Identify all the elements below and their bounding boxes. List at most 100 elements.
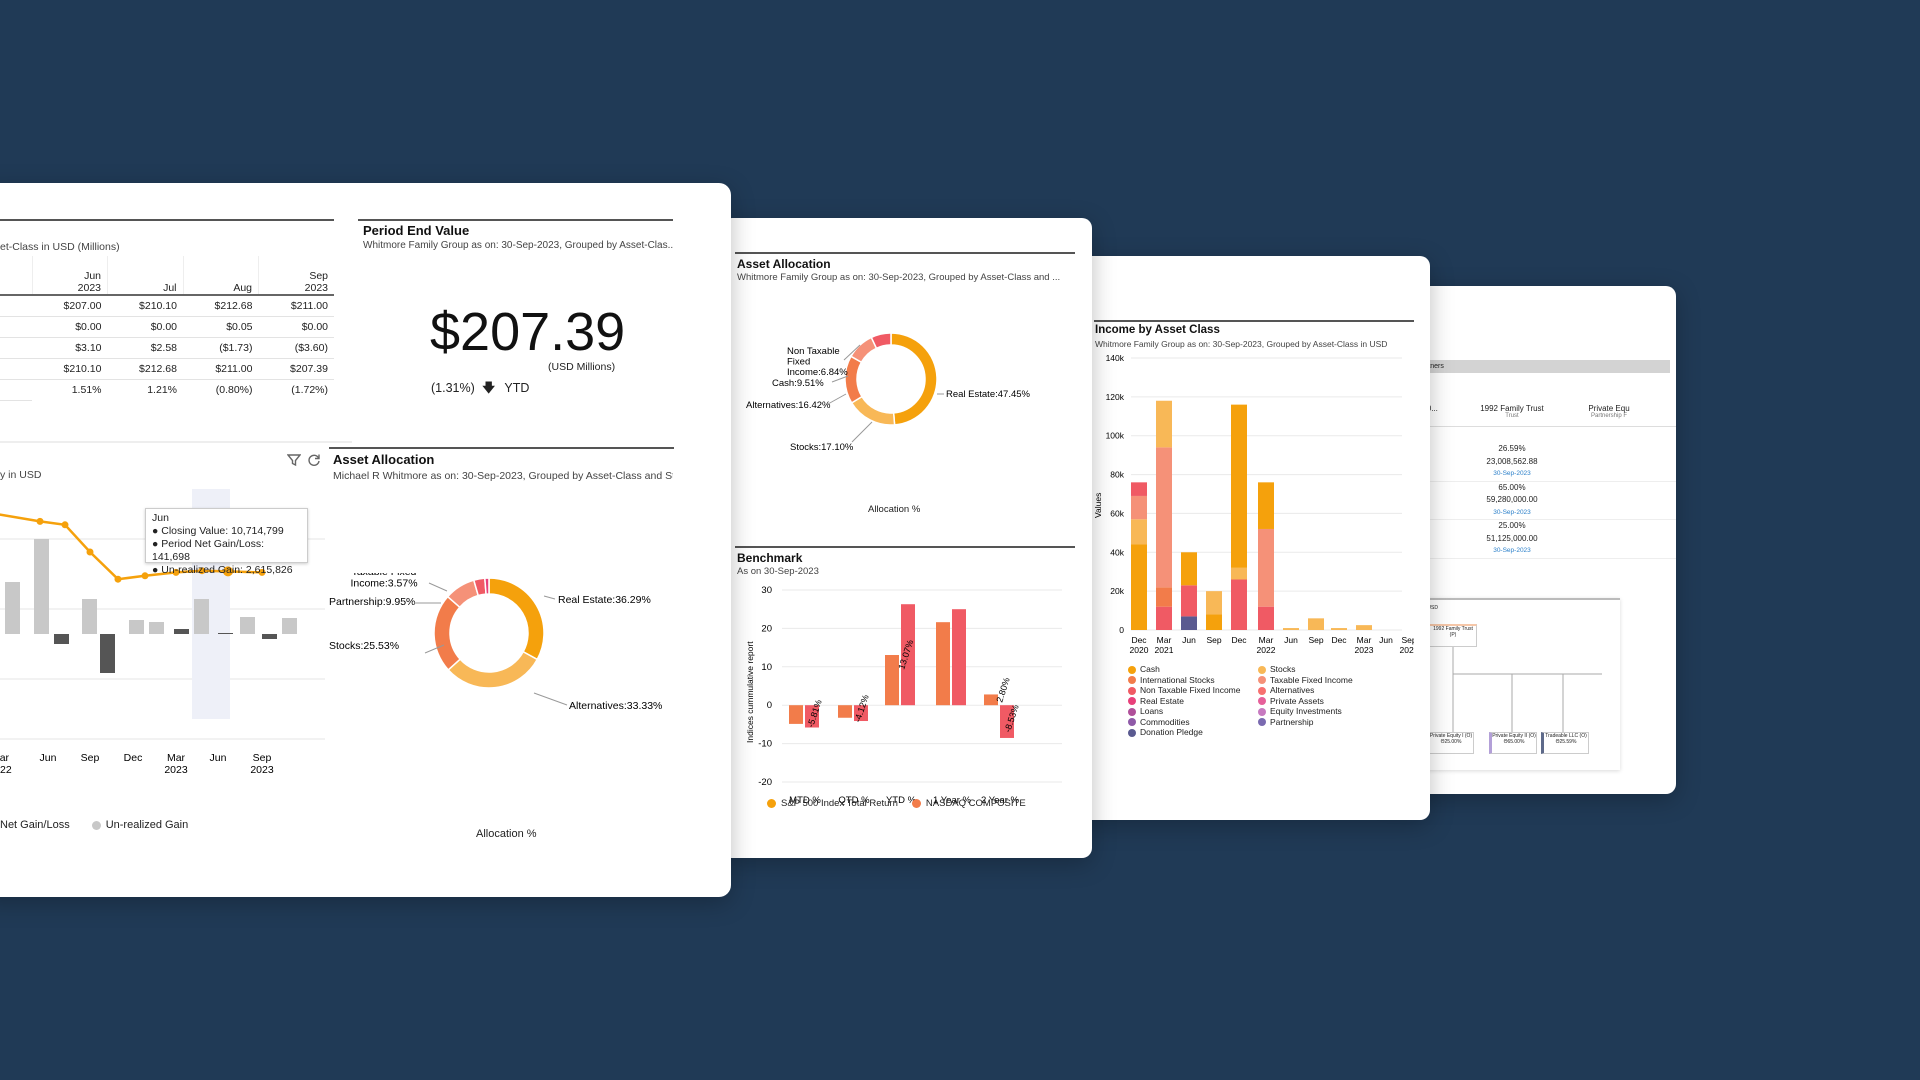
row-label bbox=[0, 379, 32, 401]
y-tick-label: 140k bbox=[1106, 353, 1125, 363]
x-tick-label: Sep bbox=[1308, 635, 1323, 645]
allocation1-title: Asset Allocation bbox=[333, 452, 435, 467]
table-row: $210.10 $212.68 $211.00 $207.39 bbox=[0, 358, 334, 380]
card-portfolio: et-Class in USD (Millions) Jun 2023 Jul Aug… bbox=[0, 183, 731, 897]
table-row: $0.00 $0.00 $0.05 $0.00 bbox=[0, 316, 334, 338]
history-bar bbox=[240, 617, 255, 634]
history-bar bbox=[34, 539, 49, 634]
y-tick-label: 20k bbox=[1110, 586, 1124, 596]
closing-value-point bbox=[86, 548, 94, 556]
legend-label: S&P 500 Index Total Return bbox=[781, 798, 898, 809]
income-bar-segment bbox=[1356, 625, 1372, 630]
partner-cell bbox=[1564, 545, 1654, 558]
legend-dot bbox=[1258, 718, 1266, 727]
refresh-icon[interactable] bbox=[307, 453, 321, 467]
legend-label: Cash bbox=[1140, 664, 1160, 674]
x-tick-label-year: 2023 bbox=[1355, 645, 1374, 655]
income-bar-segment bbox=[1258, 482, 1274, 529]
partner-cell bbox=[1564, 533, 1654, 546]
x-tick-label-year: 2023 bbox=[1400, 645, 1414, 655]
donut-slice bbox=[433, 595, 462, 671]
card-income: Income by Asset Class Whitmore Family Gr… bbox=[1078, 256, 1430, 820]
donut-label: Taxable Fixed bbox=[352, 573, 417, 578]
filter-icon[interactable] bbox=[286, 453, 302, 467]
org-node-name: 1992 Family Trust bbox=[1433, 626, 1473, 632]
column-header-l1: Jun bbox=[84, 270, 101, 282]
x-axis-label: Dec bbox=[124, 752, 143, 764]
period-end-change: (1.31%) 🡇 YTD bbox=[431, 379, 529, 400]
x-axis-label: Jun bbox=[210, 752, 227, 764]
donut-label: Real Estate:36.29% bbox=[558, 594, 651, 606]
legend-label: Non Taxable Fixed Income bbox=[1140, 685, 1241, 695]
allocation1-subtitle: Michael R Whitmore as on: 30-Sep-2023, G… bbox=[333, 470, 673, 482]
table-cell: $2.58 bbox=[107, 337, 183, 359]
donut-label: Alternatives:16.42% bbox=[746, 400, 831, 411]
x-tick-label: Jun bbox=[1379, 635, 1393, 645]
donut-slice bbox=[484, 577, 490, 595]
change-value: (1.31%) bbox=[431, 381, 475, 395]
legend-label: International Stocks bbox=[1140, 674, 1215, 685]
column-header-l2: 2023 bbox=[304, 282, 328, 294]
income-bar-segment bbox=[1231, 404, 1247, 568]
table-cell: $211.00 bbox=[183, 358, 259, 380]
donut-label: Partnership:9.95% bbox=[329, 596, 415, 608]
legend-dot bbox=[911, 798, 921, 808]
y-axis-label: Indices cummulative report bbox=[745, 641, 755, 743]
x-axis-label-year: 2023 bbox=[250, 764, 274, 776]
donut-slice bbox=[890, 332, 938, 426]
income-title: Income by Asset Class bbox=[1095, 324, 1220, 336]
allocation1-donut: Real Estate:36.29% Alternatives:33.33% Sto… bbox=[329, 573, 662, 712]
tooltip-line-2: ● Period Net Gain/Loss: 141,698 bbox=[152, 538, 264, 563]
legend-item: Alternatives bbox=[1258, 685, 1353, 696]
closing-value-point bbox=[198, 567, 206, 575]
column-header: Jul bbox=[107, 256, 183, 296]
legend-dot bbox=[1258, 697, 1266, 706]
benchmark-chart: 30 20 10 0 -10 -20 Indices cummulative report M… bbox=[745, 585, 1062, 806]
partner-cell bbox=[1564, 443, 1654, 456]
x-axis-label: Mar bbox=[0, 752, 10, 764]
x-tick-label: Sep bbox=[1206, 635, 1221, 645]
org-node-sub: Θ65.00% bbox=[1503, 739, 1525, 745]
table-row: $3.10 $2.58 ($1.73) ($3.60) bbox=[0, 337, 334, 359]
y-tick-label: 40k bbox=[1110, 547, 1124, 557]
donut-slice bbox=[844, 355, 863, 404]
y-tick-label: 0 bbox=[1119, 625, 1124, 635]
y-tick-label: 30 bbox=[761, 585, 772, 596]
income-subtitle: Whitmore Family Group as on: 30-Sep-2023… bbox=[1095, 339, 1388, 349]
column-header: Jun 2023 bbox=[31, 256, 108, 296]
income-bar-segment bbox=[1131, 482, 1147, 496]
y-tick-label: 10 bbox=[761, 662, 772, 673]
table-cell: $0.00 bbox=[32, 316, 108, 338]
allocation1-footer: Allocation % bbox=[476, 828, 537, 840]
income-bar-segment bbox=[1156, 447, 1172, 588]
partner-name: Private Equ bbox=[1588, 404, 1630, 413]
period-end-title: Period End Value bbox=[363, 223, 470, 238]
allocation2-donut: Real Estate:47.45% Stocks:17.10% Alternati… bbox=[746, 332, 1031, 450]
org-node-bottom: Private Equity II (O) Θ65.00% bbox=[1489, 732, 1537, 754]
history-bar bbox=[129, 620, 144, 634]
table-subtitle: et-Class in USD (Millions) bbox=[0, 241, 120, 253]
legend-item: NASDAQ COMPOSITE bbox=[911, 798, 1026, 809]
data-label: 2.80% bbox=[994, 676, 1011, 703]
org-node-name: Tradeable LLC (O) bbox=[1545, 733, 1587, 739]
partner-column-header: Private Equ Partnership F bbox=[1564, 404, 1654, 426]
table-cell: 1.51% bbox=[71, 384, 102, 397]
closing-value-point bbox=[36, 517, 44, 525]
legend-item: Equity Investments bbox=[1258, 706, 1353, 717]
y-tick-label: -20 bbox=[758, 777, 772, 788]
income-bar-segment bbox=[1231, 567, 1247, 580]
history-bar bbox=[82, 599, 97, 634]
table-cell: $210.10 bbox=[32, 358, 108, 380]
legend-item: S&P 500 Index Total Return bbox=[767, 798, 898, 809]
legend-item: Commodities bbox=[1128, 717, 1240, 728]
table-cell: 1.21% bbox=[147, 384, 177, 397]
table-cell: $210.10 bbox=[107, 295, 183, 317]
income-bar-segment bbox=[1181, 616, 1197, 630]
column-header: Sep 2023 bbox=[258, 256, 334, 296]
legend-item: Net Gain/Loss bbox=[0, 819, 70, 831]
legend-dot bbox=[1128, 728, 1136, 737]
partner-column-header: 1992 Family Trust Trust bbox=[1460, 404, 1564, 426]
table-corner bbox=[0, 256, 32, 296]
column-header-l1: Sep bbox=[309, 270, 328, 282]
legend-dot bbox=[1128, 665, 1136, 674]
